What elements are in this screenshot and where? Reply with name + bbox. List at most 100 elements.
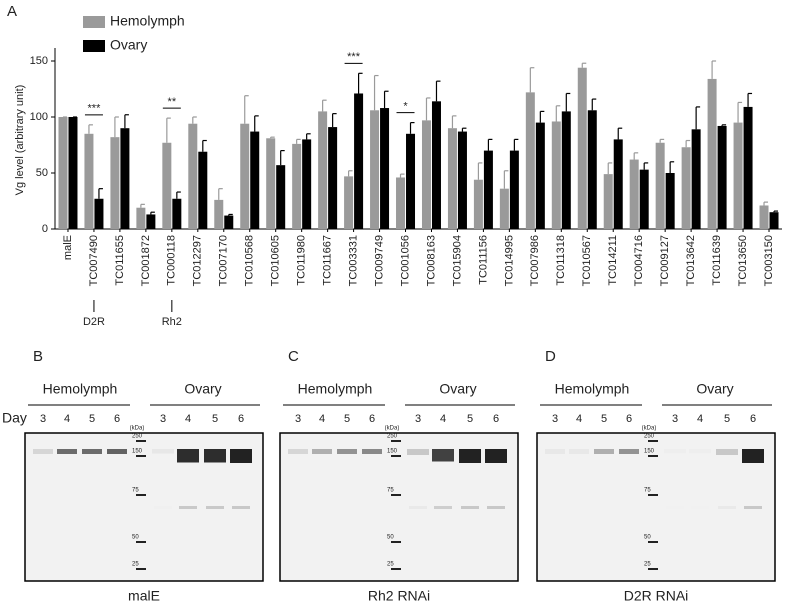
bar: [162, 142, 172, 229]
day-number: 3: [672, 413, 678, 425]
bar: [224, 215, 234, 229]
panel-letter: D: [545, 348, 556, 365]
day-number: 3: [415, 413, 421, 425]
marker-band: [391, 568, 401, 570]
x-tick-label: TC003331: [347, 235, 359, 286]
x-tick-label: TC011156: [477, 235, 489, 285]
day-number: 4: [440, 413, 446, 425]
gel-band: [689, 449, 711, 453]
bar: [473, 179, 483, 229]
marker-band: [391, 440, 401, 442]
marker-band: [391, 494, 401, 496]
x-tick-label: TC001872: [140, 235, 152, 286]
significance-label: ***: [347, 51, 361, 63]
panel-letter: A: [7, 3, 17, 20]
bar: [396, 177, 406, 229]
marker-band: [648, 541, 658, 543]
x-tick-label: TC010605: [270, 235, 282, 286]
legend-swatch: [83, 16, 105, 28]
kda-label: (kDa): [130, 426, 145, 432]
gel-band: [742, 449, 764, 463]
bar: [172, 198, 182, 229]
gel-band: [691, 506, 709, 509]
bar: [691, 129, 701, 229]
gel-band: [718, 506, 736, 509]
bar: [483, 150, 493, 229]
ovary-header: Ovary: [696, 381, 733, 397]
gel-band: [545, 449, 565, 454]
bar: [525, 92, 535, 229]
x-tick-label: TC007490: [88, 235, 100, 286]
day-number: 6: [493, 413, 499, 425]
bar: [84, 133, 94, 229]
bar: [639, 169, 649, 229]
y-tick-label: 150: [30, 55, 48, 67]
marker-label: 250: [132, 434, 143, 440]
x-tick-label: TC013642: [685, 235, 697, 286]
x-tick-label: TC014211: [607, 235, 619, 286]
bar: [266, 138, 276, 229]
bar: [551, 121, 561, 229]
marker-band: [648, 455, 658, 457]
marker-band: [136, 541, 146, 543]
gel-band: [569, 449, 589, 454]
gel-band: [154, 506, 172, 509]
marker-label: 25: [387, 562, 394, 568]
x-tick-label: TC010567: [581, 235, 593, 286]
marker-label: 250: [644, 434, 655, 440]
bar: [655, 142, 665, 229]
gel-caption: D2R RNAi: [624, 588, 689, 604]
hemolymph-header: Hemolymph: [43, 381, 118, 397]
ovary-header: Ovary: [439, 381, 476, 397]
hemolymph-header: Hemolymph: [298, 381, 373, 397]
marker-label: 150: [132, 449, 143, 455]
bar: [214, 199, 224, 229]
bar: [318, 111, 328, 229]
day-number: 5: [89, 413, 95, 425]
x-tick-label: TC014995: [503, 235, 515, 286]
y-axis-label: Vg level (arbitrary unit): [14, 85, 26, 196]
gel-band: [177, 449, 199, 463]
bar: [292, 143, 302, 229]
bar: [354, 93, 364, 229]
ovary-header: Ovary: [184, 381, 221, 397]
marker-label: 150: [644, 449, 655, 455]
marker-label: 25: [644, 562, 651, 568]
bar: [344, 176, 354, 229]
gel-band: [33, 449, 53, 454]
bar: [707, 78, 717, 229]
gel-band: [619, 449, 639, 454]
day-number: 3: [160, 413, 166, 425]
bar: [535, 122, 545, 229]
day-number: 6: [750, 413, 756, 425]
bar: [509, 150, 519, 229]
marker-band: [136, 568, 146, 570]
gel-band: [594, 449, 614, 454]
bar: [276, 165, 286, 229]
marker-band: [648, 494, 658, 496]
bar: [68, 117, 78, 229]
day-number: 3: [295, 413, 301, 425]
marker-label: 75: [387, 488, 394, 494]
bar: [759, 205, 769, 229]
gel-band: [407, 449, 429, 455]
marker-band: [648, 440, 658, 442]
bar: [370, 110, 380, 229]
marker-band: [136, 440, 146, 442]
x-tick-label: TC011980: [296, 235, 308, 286]
bar: [743, 106, 753, 229]
x-tick-label: TC008163: [425, 235, 437, 286]
x-tick-label: TC007986: [529, 235, 541, 286]
bar: [240, 123, 250, 229]
bar: [629, 159, 639, 229]
day-number: 5: [467, 413, 473, 425]
gel-image: [536, 432, 776, 582]
gel-band: [487, 506, 505, 509]
x-tick-label: TC010568: [244, 235, 256, 286]
bar: [328, 127, 338, 229]
y-tick-label: 0: [42, 223, 48, 235]
x-tick-label: TC015904: [451, 235, 463, 286]
gel-band: [152, 449, 174, 454]
x-tick-label: TC003150: [763, 235, 775, 286]
